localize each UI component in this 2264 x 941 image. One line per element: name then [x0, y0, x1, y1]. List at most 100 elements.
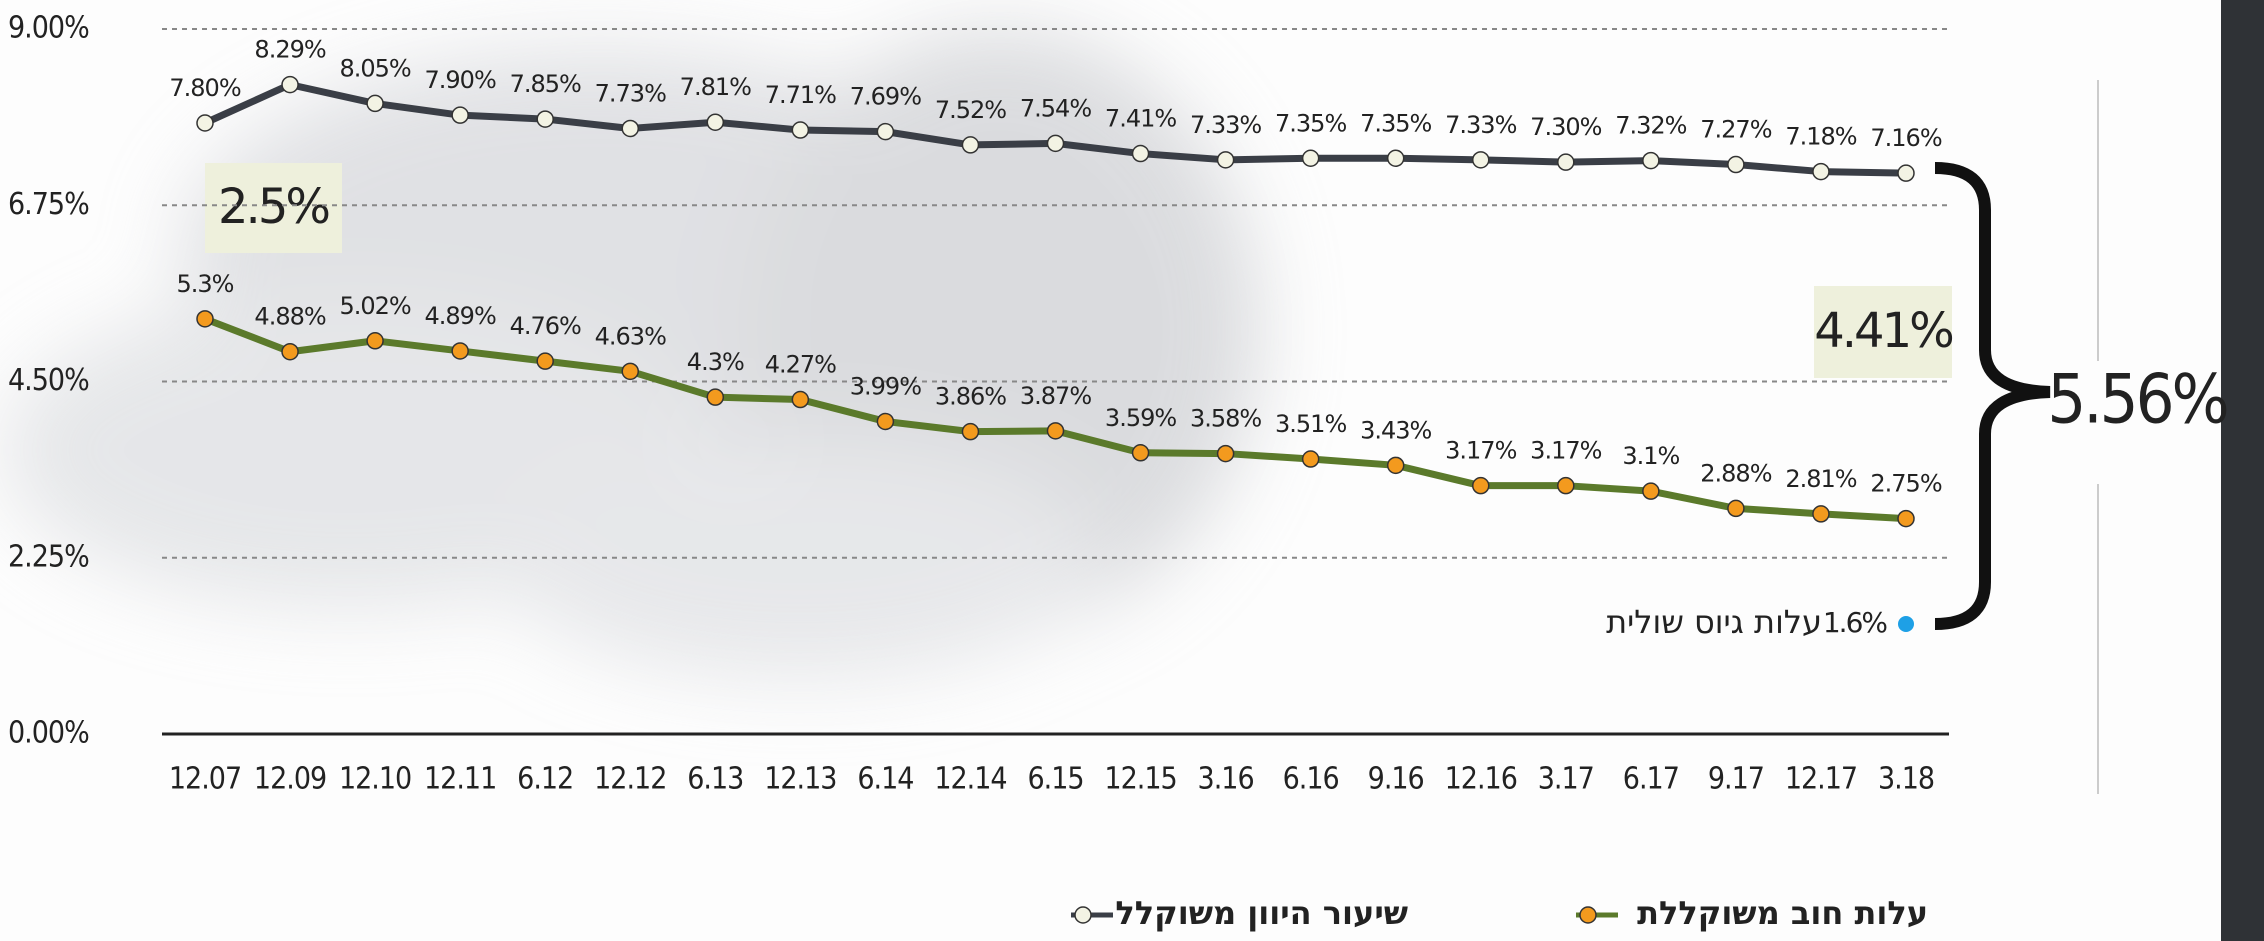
y-tick-label: 6.75% [8, 187, 89, 222]
x-tick-label: 12.13 [764, 762, 836, 797]
y-tick-label: 9.00% [8, 11, 89, 46]
x-tick-label: 12.16 [1445, 762, 1517, 797]
x-tick-label: 3.17 [1538, 762, 1594, 797]
data-label: 7.81% [680, 73, 751, 101]
x-tick-label: 6.15 [1027, 762, 1083, 797]
point [1557, 476, 1575, 495]
data-label: 3.58% [1190, 405, 1261, 433]
annotation: 5.56% [2047, 361, 2226, 440]
data-label: 2.88% [1700, 459, 1771, 487]
annotation: עלות גיוס שולית [1606, 603, 1822, 641]
point [621, 362, 639, 381]
point [1642, 151, 1660, 170]
annotation-box [205, 163, 342, 253]
x-tick-label: 6.16 [1283, 762, 1339, 797]
side-bar [2221, 0, 2264, 941]
point [366, 332, 384, 350]
point [1812, 505, 1830, 523]
point [1386, 149, 1405, 167]
point [1046, 422, 1065, 440]
annotation: 1.6% [1823, 606, 1888, 639]
x-tick-label: 12.14 [934, 762, 1006, 797]
point [961, 136, 980, 154]
point [706, 388, 725, 406]
point [281, 75, 299, 94]
annotation: 2.5% [218, 179, 328, 235]
data-label: 4.76% [510, 312, 581, 340]
y-tick-label: 4.50% [8, 363, 89, 398]
x-tick-label: 12.07 [169, 762, 241, 797]
data-label: 4.88% [254, 303, 325, 331]
data-label: 4.63% [595, 322, 666, 350]
point [1727, 155, 1745, 174]
point [1301, 450, 1320, 468]
x-tick-label: 12.10 [339, 762, 411, 797]
data-label: 7.16% [1870, 124, 1941, 152]
data-label: 7.32% [1615, 112, 1686, 140]
data-label: 7.33% [1445, 111, 1516, 139]
data-label: 7.41% [1105, 105, 1176, 133]
brace [1934, 162, 2051, 630]
x-tick-label: 12.12 [594, 762, 666, 797]
data-label: 3.51% [1275, 410, 1346, 438]
data-label: 4.89% [425, 302, 496, 330]
data-label: 3.99% [850, 372, 921, 400]
x-tick-label: 9.17 [1708, 762, 1764, 797]
data-label: 7.69% [850, 83, 921, 111]
x-tick-label: 6.17 [1623, 762, 1679, 797]
x-tick-label: 12.11 [424, 762, 496, 797]
data-label: 7.18% [1785, 123, 1856, 151]
data-label: 7.71% [765, 81, 836, 109]
data-label: 4.27% [765, 351, 836, 379]
y-tick-label: 2.25% [8, 539, 89, 574]
data-label: 8.05% [339, 54, 410, 82]
point [621, 119, 639, 138]
legend-marker [1074, 906, 1092, 924]
point [961, 422, 980, 441]
x-tick-label: 12.17 [1785, 762, 1857, 797]
smoke-background [0, 30, 1260, 680]
data-label: 3.43% [1360, 416, 1431, 444]
x-tick-label: 6.13 [687, 762, 743, 797]
point [706, 113, 725, 131]
marker-dot [1898, 616, 1914, 632]
point [1131, 444, 1150, 462]
point [791, 121, 810, 139]
data-label: 3.87% [1020, 382, 1091, 410]
data-label: 3.86% [935, 383, 1006, 411]
data-label: 7.85% [510, 70, 581, 98]
legend-label: עלות חוב משוקללת [1637, 894, 1928, 932]
data-label: 4.3% [687, 348, 744, 376]
x-tick-label: 12.09 [254, 762, 326, 797]
point [281, 342, 299, 361]
point [876, 122, 895, 141]
point [1386, 456, 1405, 475]
data-label: 8.29% [254, 36, 325, 64]
x-tick-label: 12.15 [1104, 762, 1176, 797]
data-label: 7.27% [1700, 116, 1771, 144]
x-tick-label: 6.12 [517, 762, 573, 797]
data-label: 7.73% [595, 79, 666, 107]
point [1216, 151, 1235, 169]
point [1812, 162, 1830, 181]
data-label: 7.52% [935, 96, 1006, 124]
point [1131, 144, 1150, 163]
data-label: 7.80% [169, 74, 240, 102]
point [1472, 151, 1490, 169]
data-label: 3.1% [1622, 442, 1679, 470]
x-tick-label: 9.16 [1368, 762, 1424, 797]
data-label: 7.35% [1275, 109, 1346, 137]
point [366, 94, 384, 113]
legend-marker [1579, 906, 1597, 924]
point [1216, 444, 1235, 463]
annotation: 4.41% [1814, 303, 1952, 359]
legend-label: שיעור היוון משוקלל [1115, 894, 1408, 932]
point [451, 106, 469, 124]
point [1642, 482, 1660, 500]
point [196, 114, 214, 132]
data-label: 7.35% [1360, 109, 1431, 137]
point [1301, 149, 1320, 167]
x-tick-label: 6.14 [857, 762, 913, 797]
data-label: 3.59% [1105, 404, 1176, 432]
